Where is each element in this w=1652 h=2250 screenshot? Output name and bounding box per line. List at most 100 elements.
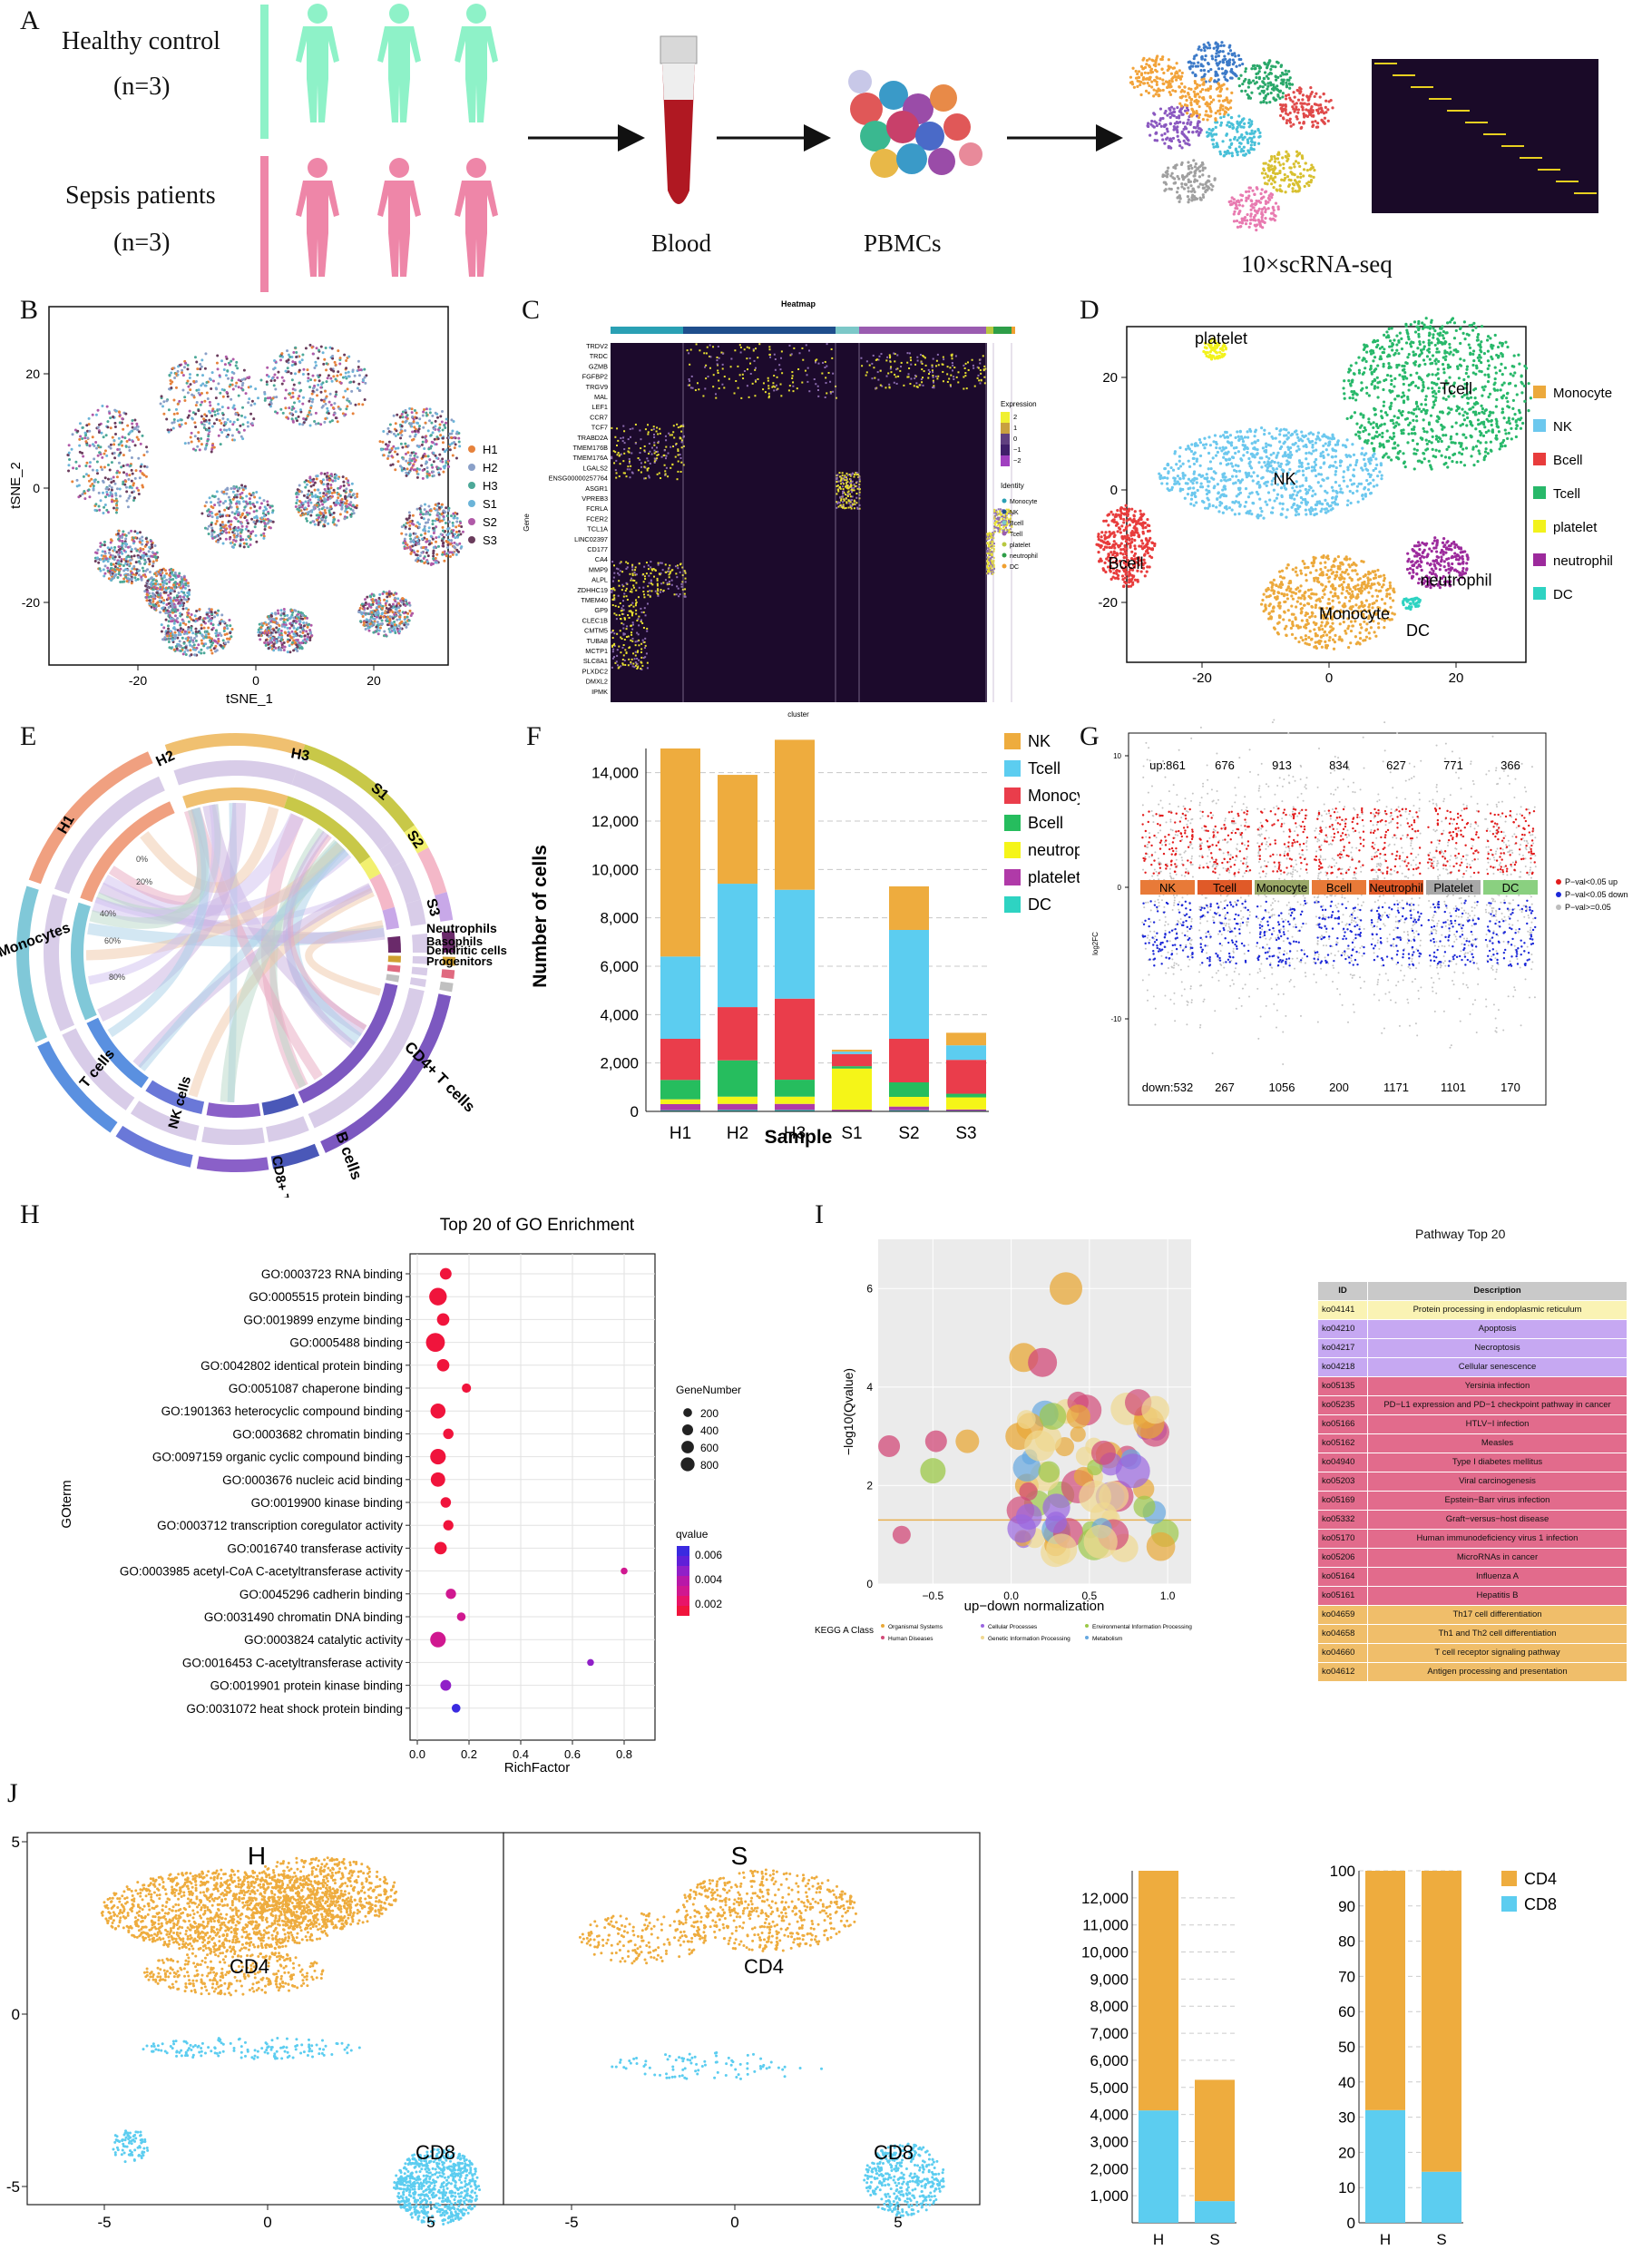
tsne-point: [435, 456, 438, 460]
tsne-point: [190, 613, 193, 617]
tsne-thumb-point: [1273, 165, 1276, 169]
tsne-point: [393, 596, 396, 600]
tsne-thumb-point: [1197, 166, 1200, 170]
tsne-point: [128, 438, 132, 442]
tsne-point: [323, 520, 327, 523]
tsne-point: [247, 529, 250, 533]
tsne-point: [307, 489, 310, 493]
tsne-point: [230, 520, 233, 523]
tsne-thumb-point: [1192, 180, 1197, 183]
tsne-point: [333, 476, 337, 480]
tsne-point: [379, 616, 383, 620]
tsne-point: [394, 435, 397, 438]
tsne-point: [322, 399, 326, 403]
tsne-point: [216, 367, 220, 371]
tsne-point: [226, 395, 230, 398]
tsne-point: [124, 533, 128, 537]
tsne-point: [410, 451, 414, 455]
tsne-point: [128, 449, 132, 453]
tsne-point: [228, 637, 231, 641]
tsne-point: [401, 410, 405, 414]
tsne-point: [248, 397, 251, 401]
tsne-point: [139, 562, 142, 565]
tsne-point: [376, 632, 380, 636]
tsne-point: [202, 426, 206, 430]
tsne-thumb-point: [1222, 58, 1226, 62]
tsne-point: [263, 514, 267, 518]
tsne-point: [332, 375, 336, 378]
tsne-point: [206, 439, 210, 443]
tsne-point: [271, 396, 275, 400]
tsne-thumb-point: [1179, 104, 1184, 108]
tsne-point: [269, 396, 272, 400]
tsne-point: [203, 617, 207, 621]
tsne-thumb-point: [1271, 177, 1275, 181]
tsne-point: [202, 626, 206, 630]
tsne-point: [139, 541, 142, 544]
tsne-point: [409, 548, 413, 552]
tsne-point: [117, 561, 121, 564]
tsne-point: [308, 638, 312, 641]
tsne-thumb-point: [1142, 82, 1146, 85]
tsne-thumb-point: [1200, 56, 1204, 61]
tsne-point: [206, 509, 210, 513]
tsne-point: [351, 368, 355, 372]
tsne-point: [412, 541, 415, 544]
tsne-thumb-point: [1129, 75, 1133, 79]
tsne-point: [272, 649, 276, 652]
tsne-point: [242, 545, 246, 549]
tsne-point: [217, 434, 220, 437]
tsne-thumb-point: [1185, 127, 1188, 131]
tsne-thumb-point: [1267, 169, 1271, 172]
tsne-thumb-point: [1275, 60, 1279, 64]
tsne-point: [410, 459, 414, 463]
tsne-point: [304, 418, 308, 422]
tsne-point: [232, 438, 236, 442]
tsne-thumb-point: [1240, 221, 1245, 225]
tsne-thumb-point: [1224, 77, 1227, 82]
tsne-point: [308, 397, 312, 401]
tsne-point: [122, 563, 125, 567]
tsne-point: [87, 479, 91, 483]
tsne-point: [296, 498, 299, 502]
tsne-thumb-point: [1154, 131, 1158, 134]
tsne-point: [434, 425, 437, 428]
tsne-thumb-point: [1178, 69, 1181, 73]
tsne-thumb-point: [1188, 122, 1192, 126]
tsne-thumb-point: [1178, 120, 1182, 124]
tsne-point: [96, 480, 100, 484]
tsne-thumb-point: [1279, 107, 1283, 111]
tsne-thumb-point: [1240, 219, 1245, 222]
tsne-point: [85, 461, 89, 465]
tsne-point: [432, 470, 435, 474]
tsne-point: [215, 361, 219, 365]
tsne-point: [262, 536, 266, 540]
tsne-thumb-point: [1270, 195, 1274, 200]
tsne-point: [416, 473, 420, 476]
tsne-point: [235, 360, 239, 364]
tsne-point: [432, 546, 435, 550]
tsne-point: [118, 539, 122, 543]
tsne-point: [71, 433, 74, 436]
tsne-point: [127, 496, 131, 500]
tsne-point: [383, 611, 386, 615]
tsne-thumb-point: [1139, 83, 1142, 87]
tsne-point: [282, 618, 286, 621]
tsne-point: [422, 556, 425, 560]
tsne-point: [398, 630, 402, 633]
tsne-thumb-point: [1263, 206, 1266, 210]
tsne-thumb-point: [1237, 210, 1241, 214]
tsne-point: [241, 437, 245, 441]
tsne-point: [314, 360, 318, 364]
tsne-point: [173, 376, 177, 379]
tsne-thumb-point: [1324, 105, 1327, 109]
tsne-thumb-point: [1269, 91, 1273, 95]
person-icon: [455, 158, 498, 277]
tsne-thumb-point: [1221, 72, 1225, 75]
tsne-point: [280, 382, 284, 386]
tsne-point: [313, 488, 317, 492]
tsne-point: [415, 416, 418, 420]
tsne-thumb-point: [1192, 57, 1196, 61]
tsne-point: [202, 423, 206, 426]
tsne-thumb-point: [1210, 188, 1214, 191]
